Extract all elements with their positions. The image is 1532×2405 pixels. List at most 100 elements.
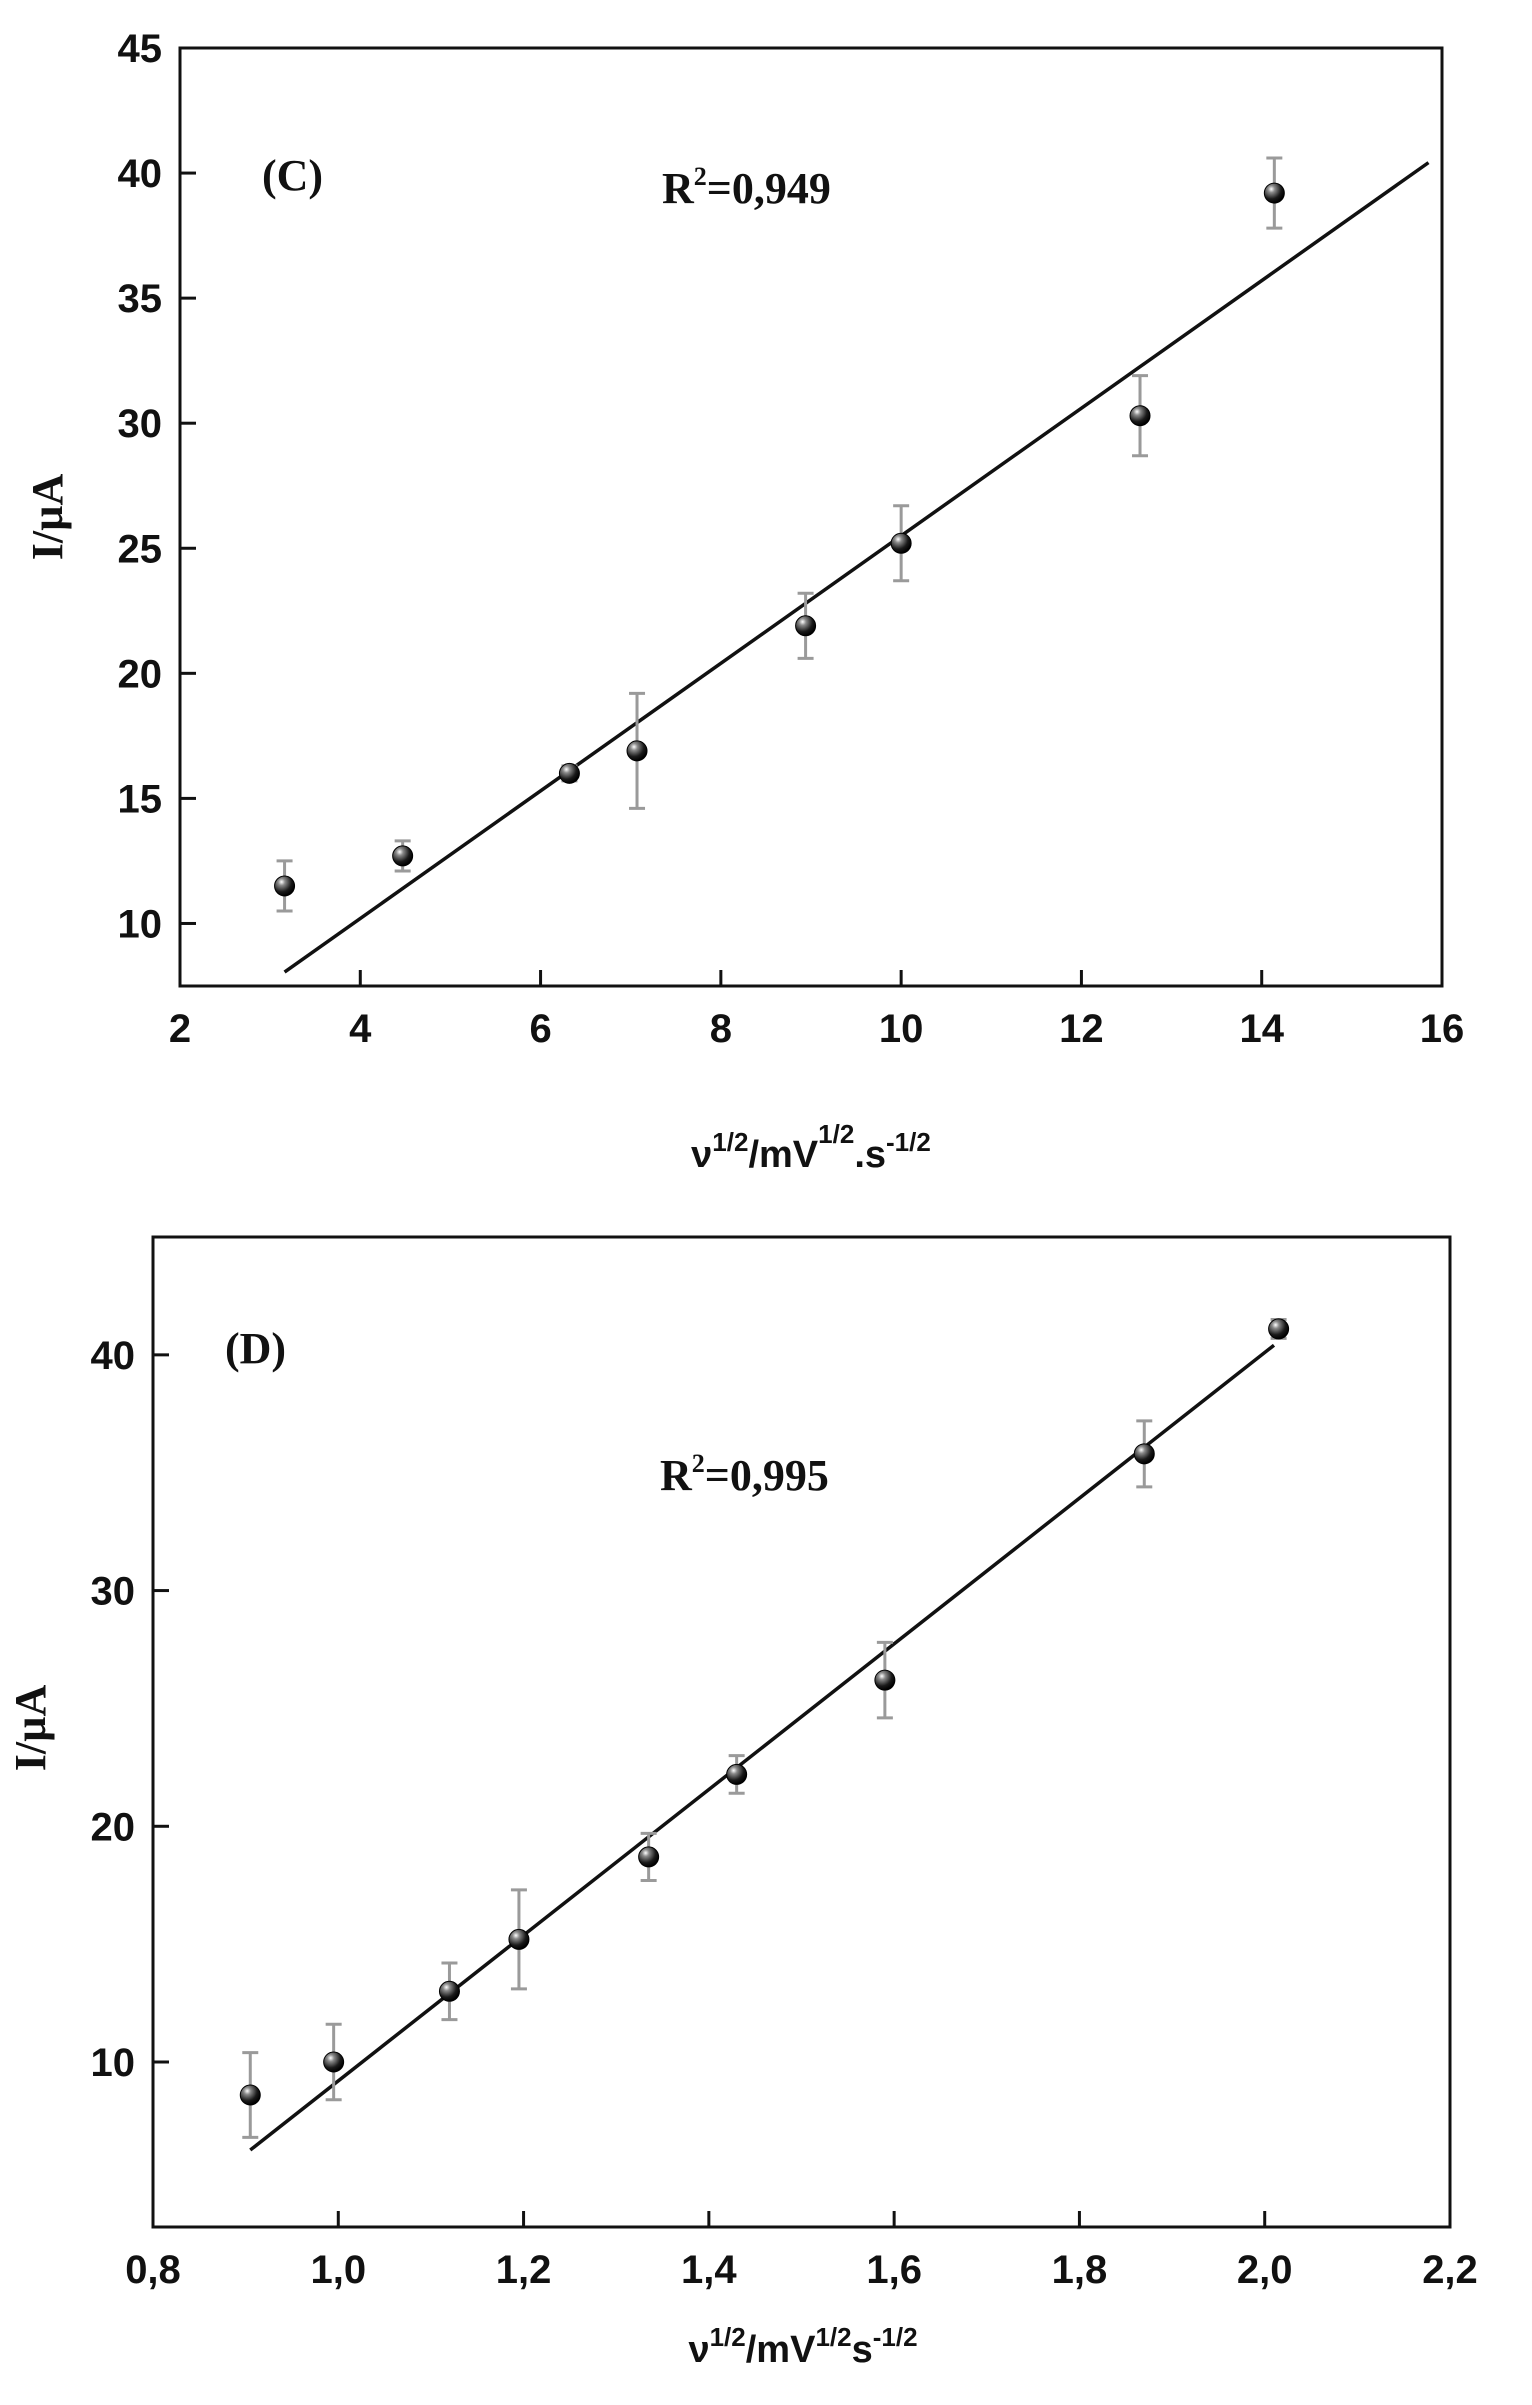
chart-panel-d: 0,8 1,0 1,2 1,4 1,6 1,8 2,0 2,2 10 20 30 40 (D) R2=… <box>6 1235 1478 2371</box>
data-point <box>392 839 414 873</box>
r2-sup-c: 2 <box>694 162 707 191</box>
data-points-d <box>239 1318 1290 2139</box>
x-title-sup2-c: 1/2 <box>818 1119 854 1149</box>
x-tick-label: 14 <box>1239 1007 1284 1051</box>
data-point-marker <box>726 1763 748 1785</box>
data-point-marker <box>239 2084 261 2106</box>
r-squared-label-c: R2=0,949 <box>662 162 831 213</box>
x-title-sup3-c: -1/2 <box>886 1127 931 1157</box>
data-point <box>274 859 296 913</box>
linear-fit-line <box>249 1343 1276 2152</box>
y-axis-title-c: I/µA <box>23 474 72 561</box>
r2-prefix-d: R <box>660 1451 693 1500</box>
data-point <box>239 2051 261 2139</box>
x-tick-label: 1,6 <box>866 2248 922 2292</box>
x-tick-label: 10 <box>879 1007 924 1051</box>
data-point-marker <box>558 762 580 784</box>
x-title-base-c: ν <box>691 1134 712 1176</box>
x-tick-label: 4 <box>349 1007 372 1051</box>
r2-prefix-c: R <box>662 164 695 213</box>
x-tick-label: 1,8 <box>1052 2248 1108 2292</box>
data-point-marker <box>638 1846 660 1868</box>
y-tick-label: 35 <box>118 277 163 321</box>
x-title-mid-c: /mV <box>748 1134 818 1176</box>
data-point-marker <box>795 615 817 637</box>
data-point <box>626 691 648 810</box>
x-tick-label: 2,2 <box>1422 2248 1478 2292</box>
panel-label-c: (C) <box>262 151 323 200</box>
x-title-base-d: ν <box>688 2329 709 2371</box>
data-point <box>508 1888 530 1991</box>
data-point-marker <box>274 875 296 897</box>
y-tick-label: 15 <box>118 777 163 821</box>
x-tick-label: 2,0 <box>1237 2248 1293 2292</box>
data-point <box>1268 1318 1290 1340</box>
fit-line-c <box>283 161 1430 974</box>
data-point <box>1133 1419 1155 1489</box>
x-title-sup2-d: 1/2 <box>815 2322 851 2352</box>
x-tick-label: 1,0 <box>310 2248 366 2292</box>
data-point <box>726 1754 748 1795</box>
data-point-marker <box>874 1669 896 1691</box>
y-axis-title-d: I/µA <box>6 1685 55 1772</box>
data-point-marker <box>508 1928 530 1950</box>
data-point-marker <box>1133 1443 1155 1465</box>
x-title-sup1-d: 1/2 <box>710 2322 746 2352</box>
data-point <box>638 1831 660 1882</box>
y-tick-label: 10 <box>118 902 163 946</box>
x-title-tail-c: .s <box>854 1134 886 1176</box>
data-point <box>795 591 817 660</box>
y-tick-label: 20 <box>91 1805 136 1849</box>
r2-value-c: =0,949 <box>707 164 831 213</box>
y-tick-label: 25 <box>118 527 163 571</box>
data-point <box>438 1961 460 2022</box>
r2-sup-d: 2 <box>692 1449 705 1478</box>
data-point <box>874 1640 896 1720</box>
r2-value-d: =0,995 <box>705 1451 829 1500</box>
data-point <box>558 762 580 784</box>
x-title-tail-d: s <box>852 2329 873 2371</box>
y-tick-label: 40 <box>118 152 163 196</box>
data-point <box>323 2022 345 2102</box>
x-tick-label: 1,2 <box>496 2248 552 2292</box>
panel-label-d: (D) <box>225 1324 286 1373</box>
x-tick-label: 6 <box>529 1007 551 1051</box>
x-tick-label: 2 <box>169 1007 191 1051</box>
data-point <box>1263 156 1285 230</box>
data-point-marker <box>323 2051 345 2073</box>
plot-frame-d <box>151 1235 1452 2229</box>
x-axis-title-d: ν1/2/mV1/2s-1/2 <box>688 2322 917 2371</box>
r-squared-label-d: R2=0,995 <box>660 1449 829 1500</box>
x-title-sup3-d: -1/2 <box>873 2322 918 2352</box>
y-tick-label: 10 <box>91 2041 136 2085</box>
linear-fit-line <box>283 161 1430 974</box>
y-tick-label: 20 <box>118 652 163 696</box>
data-point-marker <box>438 1980 460 2002</box>
data-point-marker <box>1129 405 1151 427</box>
x-title-sup1-c: 1/2 <box>712 1127 748 1157</box>
data-points-c <box>274 156 1285 913</box>
y-tick-label: 40 <box>91 1334 136 1378</box>
data-point-marker <box>1263 182 1285 204</box>
data-point <box>1129 374 1151 458</box>
axis-ticks-d: 0,8 1,0 1,2 1,4 1,6 1,8 2,0 2,2 10 20 30 40 <box>91 1334 1478 2292</box>
data-point-marker <box>392 845 414 867</box>
y-tick-label: 30 <box>118 402 163 446</box>
data-point-marker <box>890 532 912 554</box>
x-tick-label: 0,8 <box>125 2248 181 2292</box>
y-tick-label: 30 <box>91 1570 136 1614</box>
fit-line-d <box>249 1343 1276 2152</box>
data-point <box>890 504 912 583</box>
x-title-mid-d: /mV <box>746 2329 816 2371</box>
x-tick-label: 16 <box>1420 1007 1465 1051</box>
x-tick-label: 8 <box>710 1007 732 1051</box>
plot-frame-c <box>178 46 1444 988</box>
x-tick-label: 12 <box>1059 1007 1104 1051</box>
x-axis-title-c: ν1/2/mV1/2.s-1/2 <box>691 1119 931 1176</box>
x-tick-label: 1,4 <box>681 2248 737 2292</box>
data-point-marker <box>1268 1318 1290 1340</box>
axis-ticks-c: 2 4 6 8 10 12 14 16 10 15 20 25 30 35 40 45 <box>118 27 1465 1051</box>
y-tick-label: 45 <box>118 27 163 71</box>
